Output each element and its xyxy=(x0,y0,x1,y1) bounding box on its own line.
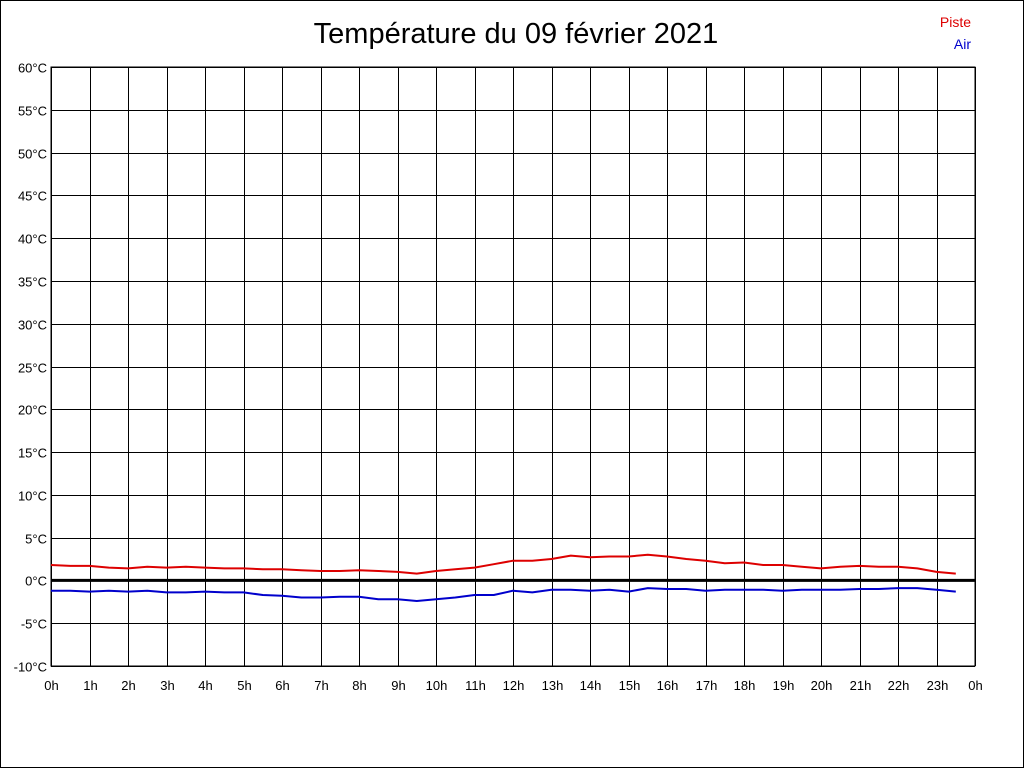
x-tick-label: 20h xyxy=(811,678,833,693)
x-tick-label: 16h xyxy=(657,678,679,693)
legend-entry-piste: Piste xyxy=(939,14,971,30)
y-tick-label: 30°C xyxy=(18,318,47,333)
grid-layer xyxy=(50,66,976,667)
x-tick-label: 21h xyxy=(850,678,872,693)
x-axis-ticks: 0h 1h 2h 3h 4h 5h 6h 7h 8h 9h 10h 11h 12h 13h 14h 15h 16… xyxy=(44,678,982,693)
x-tick-label: 2h xyxy=(121,678,135,693)
x-tick-label: 11h xyxy=(465,678,486,693)
series-line-piste xyxy=(50,553,956,575)
x-tick-label: 8h xyxy=(352,678,366,693)
y-tick-label: 15°C xyxy=(18,446,47,461)
y-tick-label: 60°C xyxy=(18,61,47,76)
legend-entry-air: Air xyxy=(953,36,971,52)
x-tick-label: 12h xyxy=(503,678,525,693)
x-tick-label: 13h xyxy=(542,678,564,693)
x-tick-label: 4h xyxy=(198,678,212,693)
y-tick-label: 0°C xyxy=(25,574,47,589)
chart-title: Température du 09 février 2021 xyxy=(313,18,719,50)
x-tick-label: 10h xyxy=(426,678,448,693)
x-tick-label: 15h xyxy=(619,678,641,693)
x-tick-label: 9h xyxy=(391,678,405,693)
x-tick-label: 19h xyxy=(773,678,795,693)
y-axis-ticks: 60°C 55°C 50°C 45°C 40°C 35°C 30°C 25°C 20°C 15°C… xyxy=(14,61,47,675)
x-tick-label: 23h xyxy=(927,678,949,693)
y-tick-label: 45°C xyxy=(18,189,47,204)
y-tick-label: 50°C xyxy=(18,147,47,162)
y-tick-label: 25°C xyxy=(18,361,47,376)
x-tick-label: 5h xyxy=(237,678,251,693)
x-tick-label: 0h xyxy=(968,678,982,693)
y-tick-label: 20°C xyxy=(18,403,47,418)
x-tick-label: 7h xyxy=(314,678,328,693)
x-tick-label: 1h xyxy=(83,678,97,693)
y-tick-label: 40°C xyxy=(18,232,47,247)
y-tick-label: 55°C xyxy=(18,104,47,119)
x-tick-label: 18h xyxy=(734,678,756,693)
series-layer xyxy=(50,553,956,602)
y-tick-label: 35°C xyxy=(18,275,47,290)
y-tick-label: -5°C xyxy=(21,617,47,632)
y-tick-label: -10°C xyxy=(14,660,47,675)
y-tick-label: 5°C xyxy=(25,532,47,547)
series-line-air xyxy=(51,587,956,602)
x-tick-label: 6h xyxy=(275,678,289,693)
y-tick-label: 10°C xyxy=(18,489,47,504)
x-tick-label: 17h xyxy=(696,678,718,693)
x-tick-label: 3h xyxy=(160,678,174,693)
x-tick-label: 14h xyxy=(580,678,602,693)
x-tick-label: 0h xyxy=(44,678,58,693)
x-tick-label: 22h xyxy=(888,678,910,693)
